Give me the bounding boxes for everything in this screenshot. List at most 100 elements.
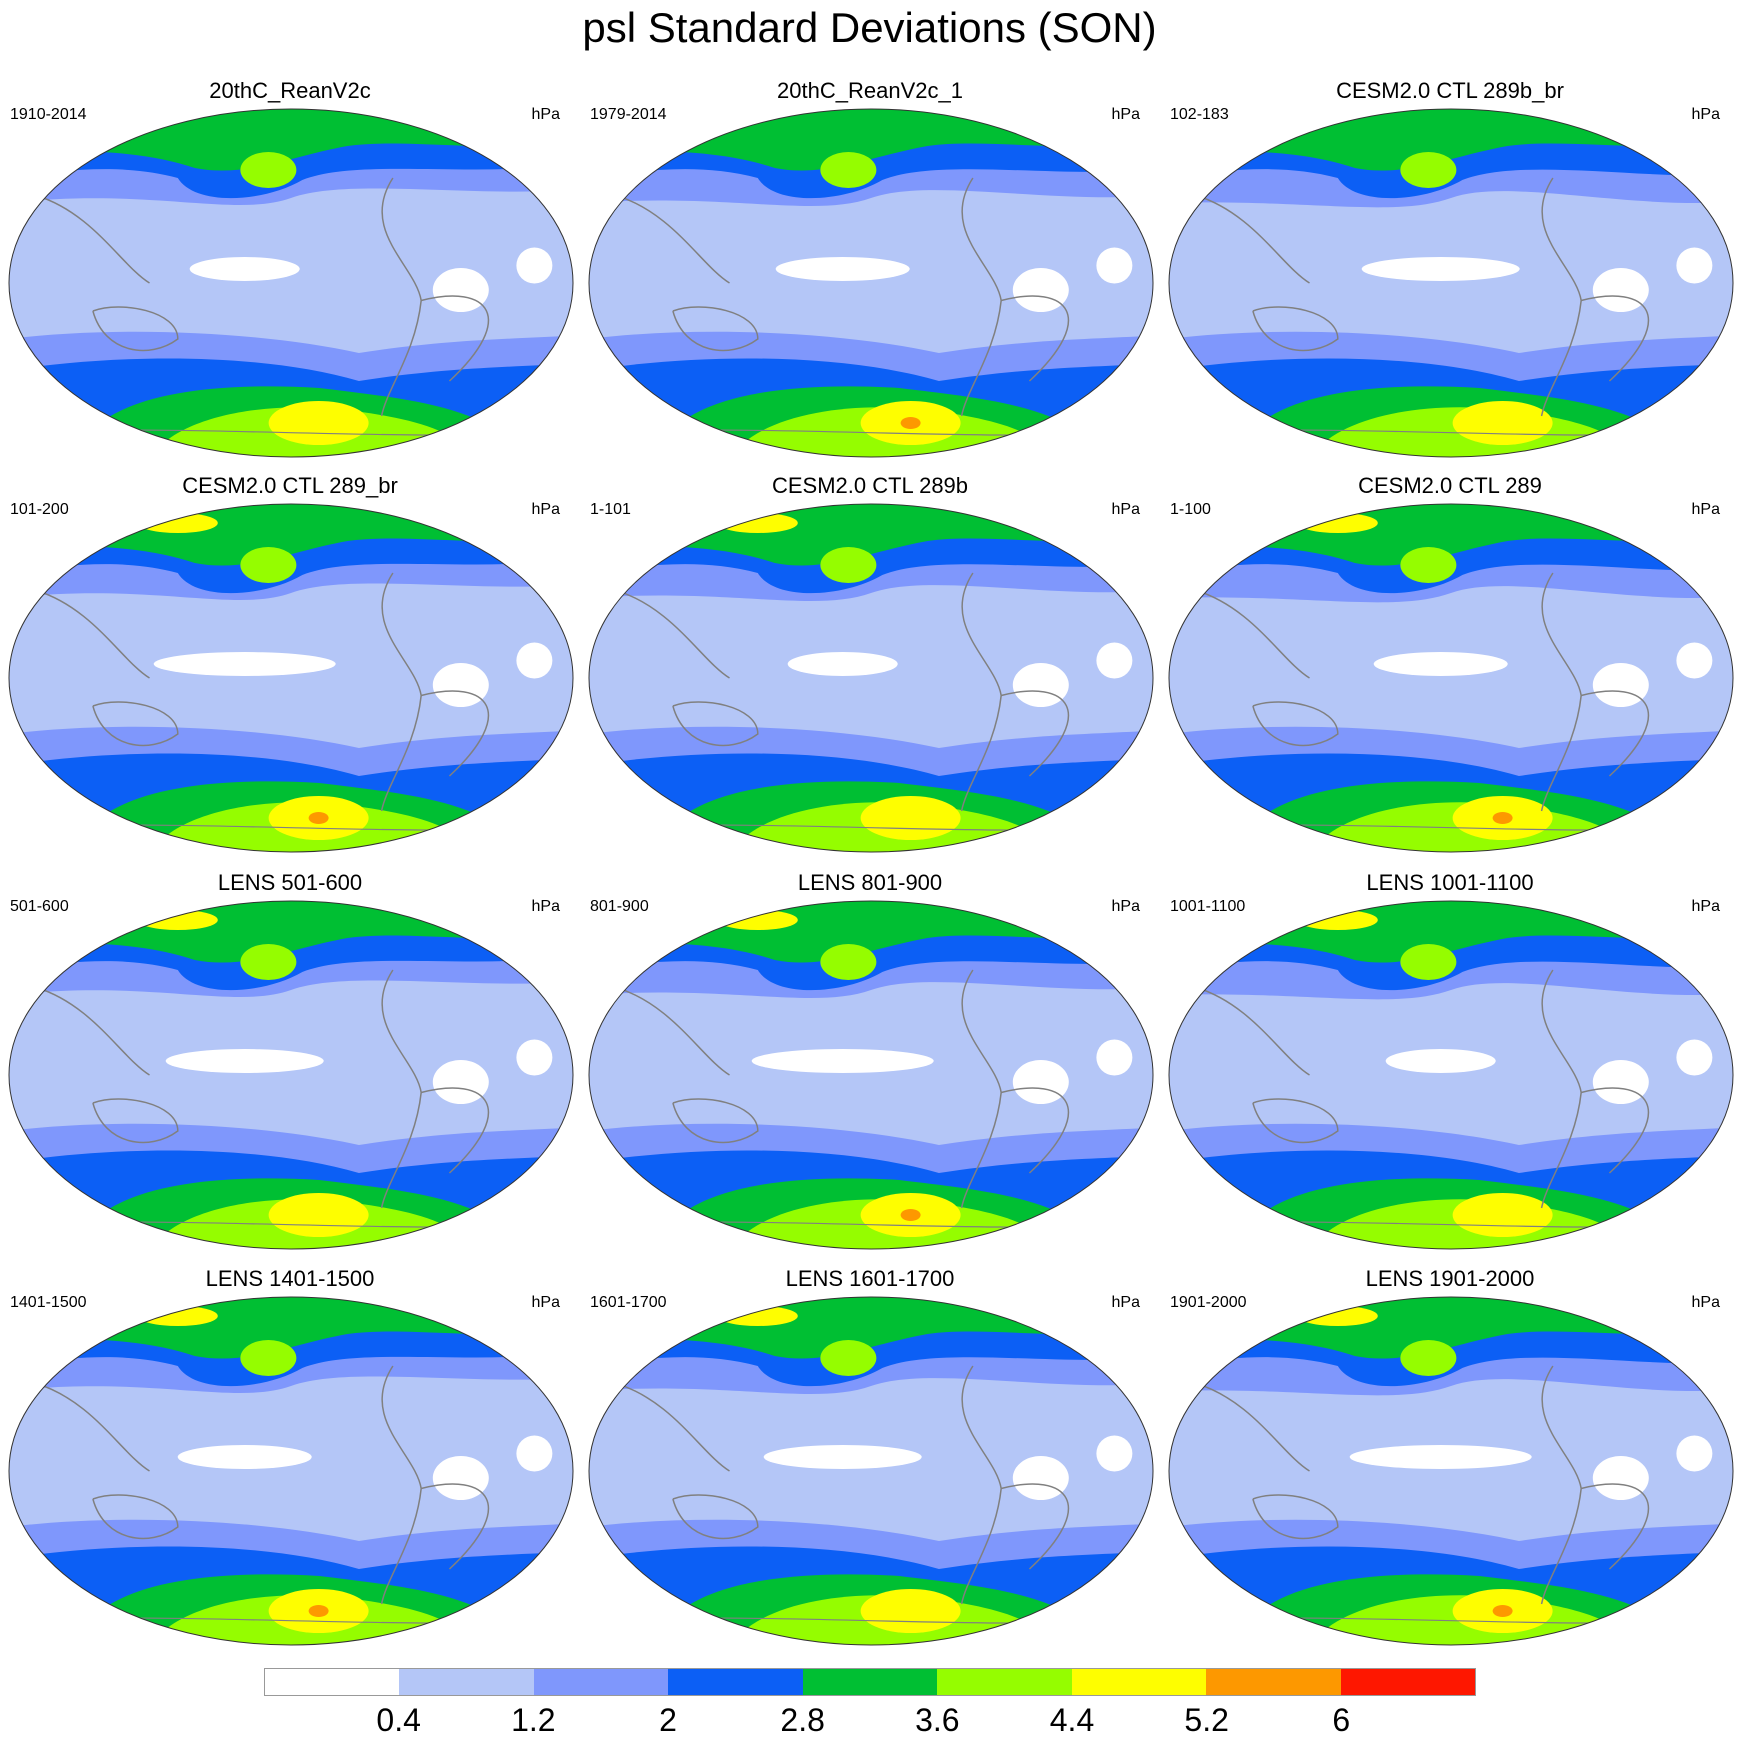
colorbar-box <box>1206 1669 1341 1695</box>
panel-years: 102-183 <box>1170 106 1229 123</box>
panel-years: 101-200 <box>10 501 69 518</box>
panel-units: hPa <box>1691 501 1720 518</box>
psl-map <box>588 108 1154 458</box>
map-panel: LENS 1001-1100 1001-1100 hPa <box>1160 870 1739 1265</box>
contour-field <box>589 901 1153 1249</box>
colorbar-box <box>1071 1669 1207 1695</box>
colorbar-label: 1.2 <box>511 1702 556 1738</box>
panel-units: hPa <box>1691 898 1720 915</box>
panel-title: CESM2.0 CTL 289b <box>771 473 969 498</box>
panel-units: hPa <box>531 898 560 915</box>
map-outline <box>8 503 574 853</box>
contour-field <box>9 901 573 1249</box>
psl-map <box>1168 1296 1734 1646</box>
panel-title: 20thC_ReanV2c <box>209 78 371 103</box>
panel-title: LENS 501-600 <box>217 870 363 895</box>
panel-units: hPa <box>1111 106 1140 123</box>
contour-field <box>1169 504 1733 852</box>
panel-units: hPa <box>531 501 560 518</box>
panel-units: hPa <box>531 1294 560 1311</box>
panel-units: hPa <box>1691 1294 1720 1311</box>
psl-map <box>1168 108 1734 458</box>
panel-title: LENS 1401-1500 <box>205 1266 375 1291</box>
map-panel: 20thC_ReanV2c_1 1979-2014 hPa <box>580 78 1160 473</box>
panel-title: CESM2.0 CTL 289 <box>1358 473 1542 498</box>
psl-map <box>8 900 574 1250</box>
map-panel: LENS 1401-1500 1401-1500 hPa <box>0 1266 580 1661</box>
contour-field <box>589 1297 1153 1645</box>
contour-field <box>589 504 1153 852</box>
map-outline <box>8 1296 574 1646</box>
panel-years: 1910-2014 <box>10 106 87 123</box>
panel-years: 1001-1100 <box>1170 898 1246 915</box>
colorbar-label: 0.4 <box>376 1702 421 1738</box>
map-panel: CESM2.0 CTL 289b 1-101 hPa <box>580 473 1160 868</box>
contour-field <box>589 109 1153 457</box>
panel-units: hPa <box>1691 106 1720 123</box>
map-outline <box>1168 1296 1734 1646</box>
psl-map <box>8 1296 574 1646</box>
contour-field <box>1169 1297 1733 1645</box>
colorbar-box <box>265 1669 400 1695</box>
colorbar <box>264 1668 1476 1696</box>
contour-field <box>1169 109 1733 457</box>
colorbar-box <box>533 1669 669 1695</box>
map-outline <box>588 900 1154 1250</box>
map-outline <box>1168 503 1734 853</box>
psl-map <box>8 108 574 458</box>
map-panel: LENS 801-900 801-900 hPa <box>580 870 1160 1265</box>
map-panel: LENS 501-600 501-600 hPa <box>0 870 580 1265</box>
colorbar-box <box>1340 1669 1475 1695</box>
colorbar-box <box>937 1669 1072 1695</box>
map-outline <box>588 503 1154 853</box>
psl-map <box>8 503 574 853</box>
map-panel: LENS 1901-2000 1901-2000 hPa <box>1160 1266 1739 1661</box>
colorbar-box <box>802 1669 938 1695</box>
map-panel: CESM2.0 CTL 289b_br 102-183 hPa <box>1160 78 1739 473</box>
contour-field <box>9 504 573 852</box>
psl-map <box>588 503 1154 853</box>
panel-title: 20thC_ReanV2c_1 <box>777 78 963 103</box>
psl-map <box>1168 900 1734 1250</box>
colorbar-label: 3.6 <box>915 1702 960 1738</box>
panel-years: 801-900 <box>590 898 649 915</box>
map-outline <box>8 108 574 458</box>
colorbar-box <box>668 1669 803 1695</box>
panel-years: 1979-2014 <box>590 106 667 123</box>
figure-title: psl Standard Deviations (SON) <box>582 4 1157 51</box>
map-outline <box>588 108 1154 458</box>
map-outline <box>1168 108 1734 458</box>
map-panel: CESM2.0 CTL 289 1-100 hPa <box>1160 473 1739 868</box>
panel-years: 1401-1500 <box>10 1294 87 1311</box>
panel-title: CESM2.0 CTL 289b_br <box>1336 78 1564 103</box>
map-panel: LENS 1601-1700 1601-1700 hPa <box>580 1266 1160 1661</box>
panel-title: LENS 1601-1700 <box>785 1266 955 1291</box>
panel-title: LENS 801-900 <box>797 870 943 895</box>
contour-field <box>1169 901 1733 1249</box>
panel-title: LENS 1001-1100 <box>1366 870 1534 895</box>
panel-units: hPa <box>1111 501 1140 518</box>
contour-field <box>9 1297 573 1645</box>
panel-years: 1-101 <box>590 501 631 518</box>
psl-map <box>588 900 1154 1250</box>
panel-units: hPa <box>1111 1294 1140 1311</box>
map-outline <box>588 1296 1154 1646</box>
panel-years: 1601-1700 <box>590 1294 667 1311</box>
panel-years: 501-600 <box>10 898 69 915</box>
colorbar-label: 5.2 <box>1184 1702 1229 1738</box>
colorbar-label: 2 <box>659 1702 677 1738</box>
panel-title: CESM2.0 CTL 289_br <box>182 473 398 498</box>
panel-years: 1901-2000 <box>1170 1294 1247 1311</box>
colorbar-label: 6 <box>1332 1702 1351 1738</box>
map-panel: CESM2.0 CTL 289_br 101-200 hPa <box>0 473 580 868</box>
panel-units: hPa <box>531 106 560 123</box>
panel-units: hPa <box>1111 898 1140 915</box>
psl-map <box>1168 503 1734 853</box>
colorbar-label: 4.4 <box>1049 1702 1095 1738</box>
map-outline <box>1168 900 1734 1250</box>
map-panel: 20thC_ReanV2c 1910-2014 hPa <box>0 78 580 473</box>
colorbar-label: 2.8 <box>780 1702 825 1738</box>
panel-years: 1-100 <box>1170 501 1211 518</box>
colorbar-box <box>399 1669 534 1695</box>
contour-field <box>9 109 573 457</box>
